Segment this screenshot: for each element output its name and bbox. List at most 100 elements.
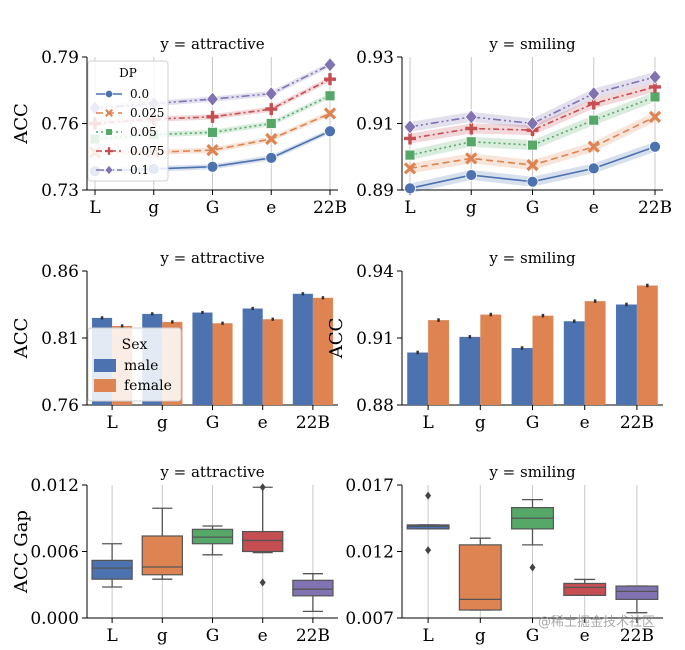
x-tick-label: g <box>466 198 477 218</box>
y-tick-label: 0.91 <box>356 115 394 135</box>
chart-title: y = smiling <box>488 249 576 267</box>
bar <box>532 315 554 405</box>
bar <box>428 320 449 405</box>
box-L <box>406 491 450 555</box>
data-point <box>648 69 662 85</box>
bar <box>480 314 502 405</box>
legend-label: 0.1 <box>130 163 149 177</box>
box-e <box>563 578 607 597</box>
data-point <box>265 118 277 129</box>
data-point <box>206 110 219 123</box>
bar <box>459 336 481 405</box>
bar <box>511 348 533 405</box>
box-e <box>242 483 284 587</box>
data-point <box>264 85 278 102</box>
x-tick-label: L <box>106 413 117 433</box>
bar <box>563 321 585 405</box>
series-line <box>409 96 656 156</box>
legend-title: Sex <box>122 337 148 353</box>
legend-label: 0.05 <box>130 125 157 139</box>
legend: Sex male female <box>87 327 182 402</box>
box-L <box>91 543 133 588</box>
x-tick-label: 22B <box>620 626 654 646</box>
bar <box>636 285 658 405</box>
data-point <box>464 109 478 125</box>
y-tick-label: 0.93 <box>356 48 394 68</box>
bar <box>616 304 637 405</box>
chart-title: y = attractive <box>159 249 264 267</box>
data-point <box>525 115 540 132</box>
data-point <box>404 132 416 145</box>
y-tick-label: 0.006 <box>30 543 79 563</box>
data-point <box>465 169 478 181</box>
x-tick-label: L <box>89 198 100 218</box>
bar <box>242 308 263 405</box>
x-tick-label: G <box>526 626 540 646</box>
y-tick-label: 0.012 <box>345 543 394 563</box>
legend-marker <box>105 147 113 155</box>
box-iqr <box>141 535 183 576</box>
box-g <box>141 507 183 580</box>
bar <box>584 301 606 405</box>
x-tick-label: 22B <box>638 198 672 218</box>
x-tick-label: L <box>106 626 117 646</box>
series-line <box>409 76 656 128</box>
x-tick-label: e <box>266 198 276 218</box>
data-point <box>465 136 477 148</box>
outlier <box>425 491 432 500</box>
y-tick-label: 0.81 <box>41 329 79 349</box>
chart-title: y = smiling <box>488 463 576 481</box>
data-point <box>104 165 114 175</box>
outlier <box>259 578 266 587</box>
y-tick-label: 0.89 <box>356 181 394 201</box>
x-tick-label: G <box>526 413 540 433</box>
data-point <box>587 162 600 175</box>
data-point <box>527 139 538 151</box>
chart-title: y = smiling <box>488 35 576 53</box>
y-tick-label: 0.88 <box>356 396 394 416</box>
data-point <box>105 109 113 117</box>
chart-title: y = attractive <box>159 35 264 53</box>
box-22B <box>292 573 334 612</box>
legend-label: 0.0 <box>130 87 149 101</box>
outlier <box>259 483 266 492</box>
data-point <box>648 110 662 123</box>
x-tick-label: L <box>404 198 415 218</box>
y-axis-label: ACC Gap <box>11 510 32 594</box>
x-tick-label: g <box>475 626 486 646</box>
data-point <box>105 128 113 136</box>
bar <box>212 323 233 405</box>
x-tick-label: e <box>580 626 590 646</box>
data-point <box>404 182 416 195</box>
y-axis-label: ACC <box>326 318 347 360</box>
box-iqr <box>91 559 133 580</box>
data-point <box>265 151 278 164</box>
y-tick-label: 0.76 <box>41 396 79 416</box>
x-tick-label: G <box>206 413 220 433</box>
x-tick-label: e <box>589 198 599 218</box>
box-22B <box>615 585 659 614</box>
x-tick-label: g <box>157 413 168 433</box>
data-point <box>265 103 278 116</box>
box-G <box>191 525 234 556</box>
data-point <box>649 140 661 153</box>
data-point <box>324 90 336 102</box>
data-point <box>526 158 539 172</box>
legend-marker <box>105 109 113 117</box>
box-iqr <box>458 544 502 611</box>
x-tick-label: g <box>148 198 159 218</box>
bar <box>292 293 313 405</box>
box-g <box>458 537 502 611</box>
legend-marker <box>105 90 113 98</box>
data-point <box>265 132 278 146</box>
legend-swatch <box>94 379 116 392</box>
x-tick-label: 22B <box>296 413 330 433</box>
bar <box>312 297 333 405</box>
data-point <box>404 149 416 161</box>
data-point <box>324 73 336 86</box>
series-0.1 <box>403 69 662 135</box>
box-iqr <box>615 585 659 600</box>
y-tick-label: 0.012 <box>30 476 79 496</box>
legend-label: male <box>124 358 158 374</box>
